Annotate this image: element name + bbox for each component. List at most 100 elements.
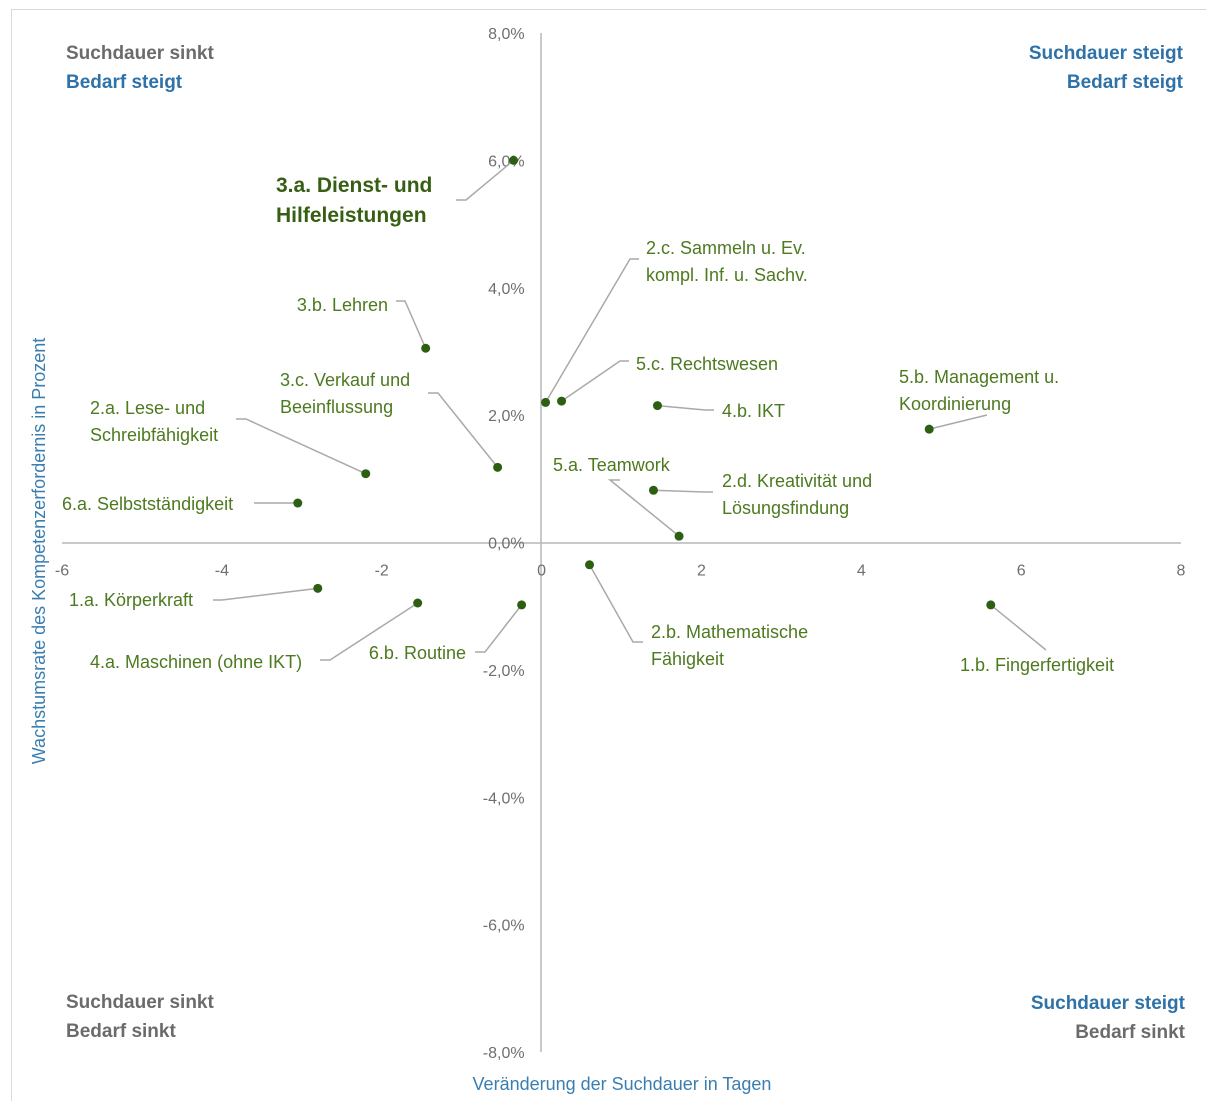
point-label-line: Fähigkeit: [651, 649, 724, 669]
quadrant-bottom-right-line2: Bedarf sinkt: [1075, 1022, 1185, 1043]
point-label: 5.b. Management u. Koordinierung: [899, 367, 1059, 414]
leader-line: [653, 490, 713, 492]
data-point: [413, 599, 422, 608]
point-label-line: 1.a. Körperkraft: [69, 590, 193, 610]
data-point: [313, 584, 322, 593]
point-label-line: Beeinflussung: [280, 397, 393, 417]
point-label-line: kompl. Inf. u. Sachv.: [646, 265, 808, 285]
quadrant-bottom-left: Suchdauer sinkt Bedarf sinkt: [66, 992, 214, 1042]
leader-line: [991, 605, 1046, 650]
point-label-line: 3.c. Verkauf und: [280, 370, 410, 390]
y-tick-label: 6,0%: [488, 153, 524, 170]
chart-border-left: [11, 9, 12, 1101]
quadrant-bottom-right: Suchdauer steigt Bedarf sinkt: [1031, 993, 1186, 1043]
point-label-line: 3.b. Lehren: [297, 295, 388, 315]
data-point: [649, 486, 658, 495]
quadrant-bottom-left-line1: Suchdauer sinkt: [66, 992, 214, 1013]
point-label-line: Hilfeleistungen: [276, 204, 427, 227]
x-tick-label: -4: [215, 563, 229, 580]
point-label-line: 2.a. Lese- und: [90, 398, 205, 418]
x-tick-label: -6: [55, 563, 69, 580]
point-label-line: Koordinierung: [899, 394, 1011, 414]
quadrant-top-left-line2: Bedarf steigt: [66, 72, 183, 93]
data-point: [675, 532, 684, 541]
point-label: 2.d. Kreativität und Lösungsfindung: [722, 471, 872, 518]
leader-line: [475, 605, 522, 652]
data-point: [925, 425, 934, 434]
data-point: [293, 499, 302, 508]
quadrant-top-left: Suchdauer sinkt Bedarf steigt: [66, 43, 214, 93]
highlight-point-label: 3.a. Dienst- und Hilfeleistungen: [276, 174, 432, 227]
y-tick-label: -4,0%: [483, 790, 525, 807]
leader-line: [428, 393, 498, 467]
point-label-line: 5.a. Teamwork: [553, 455, 671, 475]
y-tick-label: -8,0%: [483, 1045, 525, 1062]
point-label-line: 4.a. Maschinen (ohne IKT): [90, 652, 302, 672]
data-point: [421, 344, 430, 353]
point-label-line: 2.c. Sammeln u. Ev.: [646, 238, 806, 258]
data-point: [361, 469, 370, 478]
x-tick-label: 4: [857, 563, 866, 580]
x-tick-label: 2: [697, 563, 706, 580]
x-axis-title: Veränderung der Suchdauer in Tagen: [473, 1074, 772, 1094]
point-label: 5.a. Teamwork: [553, 455, 671, 475]
point-label-line: 6.b. Routine: [369, 643, 466, 663]
quadrant-bottom-right-line1: Suchdauer steigt: [1031, 993, 1186, 1014]
x-tick-label: 0: [537, 563, 546, 580]
data-point: [557, 397, 566, 406]
x-tick-label: 6: [1017, 563, 1026, 580]
leader-line: [396, 301, 426, 348]
point-label-line: 5.c. Rechtswesen: [636, 354, 778, 374]
point-label: 5.c. Rechtswesen: [636, 354, 778, 374]
point-label: 1.b. Fingerfertigkeit: [960, 655, 1114, 675]
y-tick-label: -2,0%: [483, 663, 525, 680]
point-label-line: 5.b. Management u.: [899, 367, 1059, 387]
data-point: [585, 560, 594, 569]
point-label-line: 4.b. IKT: [722, 401, 785, 421]
y-tick-label: 8,0%: [488, 26, 524, 43]
y-axis-title: Wachstumsrate des Kompetenzerfordernis i…: [29, 338, 49, 765]
data-point: [541, 398, 550, 407]
point-label: 4.a. Maschinen (ohne IKT): [90, 652, 302, 672]
point-label: 6.a. Selbstständigkeit: [62, 494, 233, 514]
y-tick-label: 0,0%: [488, 536, 524, 553]
point-label-line: 2.d. Kreativität und: [722, 471, 872, 491]
point-label-line: 2.b. Mathematische: [651, 622, 808, 642]
x-tick-label: -2: [375, 563, 389, 580]
point-label: 4.b. IKT: [722, 401, 785, 421]
point-label-line: Lösungsfindung: [722, 498, 849, 518]
point-label: 6.b. Routine: [369, 643, 466, 663]
point-label: 2.c. Sammeln u. Ev. kompl. Inf. u. Sachv.: [646, 238, 808, 285]
point-label-line: 3.a. Dienst- und: [276, 174, 432, 197]
data-point: [493, 463, 502, 472]
point-label-line: 6.a. Selbstständigkeit: [62, 494, 233, 514]
quadrant-top-right: Suchdauer steigt Bedarf steigt: [1029, 43, 1184, 93]
point-label-line: 1.b. Fingerfertigkeit: [960, 655, 1114, 675]
point-label: 2.b. Mathematische Fähigkeit: [651, 622, 808, 669]
leader-line: [562, 361, 629, 401]
data-point: [509, 156, 518, 165]
leader-line: [590, 565, 643, 642]
point-label: 2.a. Lese- und Schreibfähigkeit: [90, 398, 218, 445]
data-point: [986, 600, 995, 609]
leader-line: [236, 419, 366, 474]
quadrant-top-left-line1: Suchdauer sinkt: [66, 43, 214, 64]
point-label: 1.a. Körperkraft: [69, 590, 193, 610]
leader-line: [929, 415, 987, 429]
point-label-line: Schreibfähigkeit: [90, 425, 218, 445]
y-tick-label: -6,0%: [483, 918, 525, 935]
data-point: [653, 401, 662, 410]
leader-line: [213, 588, 318, 600]
quadrant-top-right-line1: Suchdauer steigt: [1029, 43, 1184, 64]
chart-border-top: [11, 9, 1206, 10]
y-tick-label: 2,0%: [488, 408, 524, 425]
leader-line: [610, 480, 679, 536]
quadrant-bottom-left-line2: Bedarf sinkt: [66, 1021, 176, 1042]
quadrant-top-right-line2: Bedarf steigt: [1067, 72, 1184, 93]
y-tick-label: 4,0%: [488, 281, 524, 298]
point-label: 3.b. Lehren: [297, 295, 388, 315]
leader-line: [657, 406, 714, 410]
